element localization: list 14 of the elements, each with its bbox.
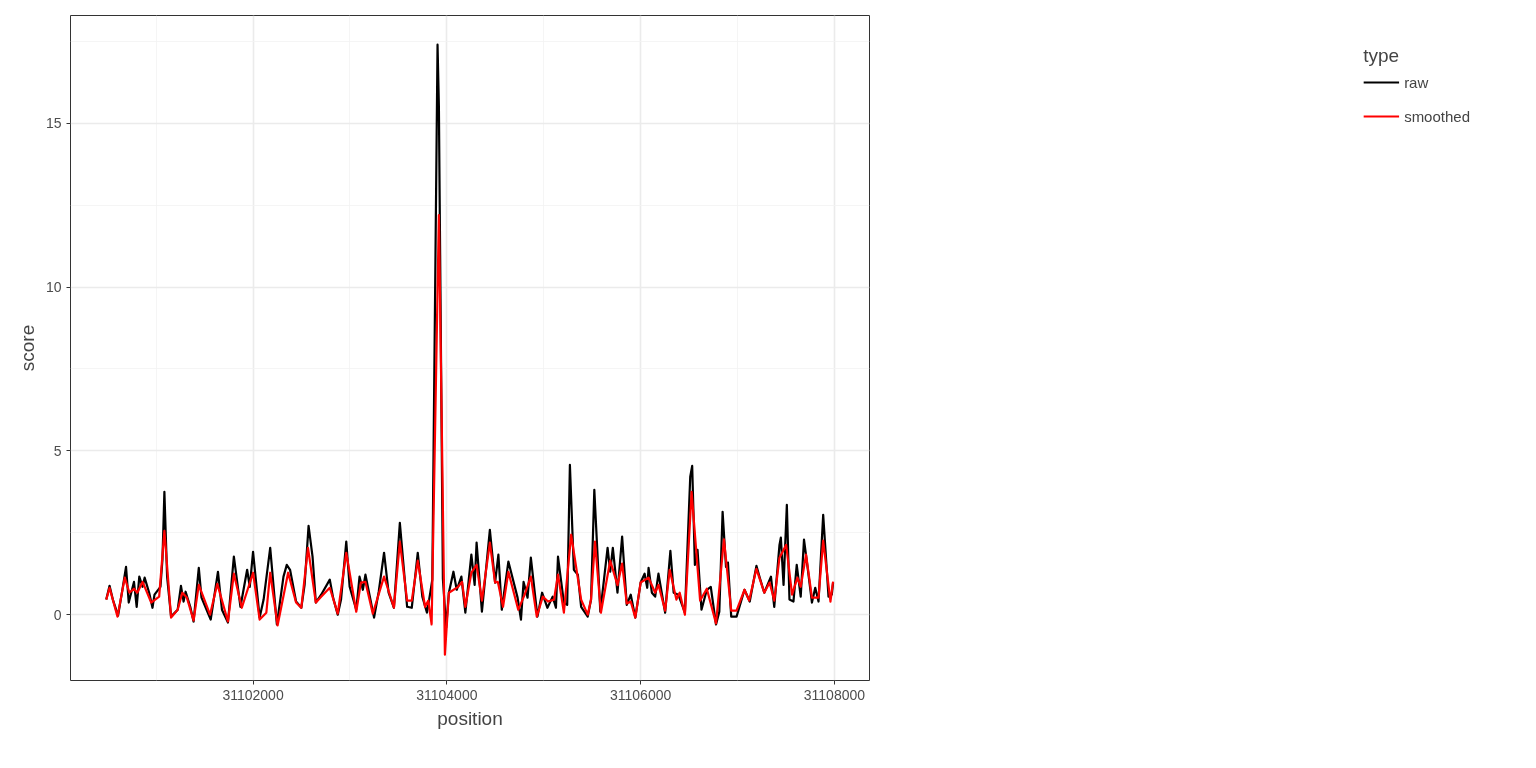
y-tick-label: 15 — [45, 115, 62, 132]
line-series — [105, 213, 835, 656]
y-tick-label: 10 — [45, 279, 62, 296]
x-tick-label: 31104000 — [416, 686, 478, 703]
y-axis-title: score — [16, 324, 38, 372]
x-tick-label: 31106000 — [610, 686, 672, 703]
y-tick-label: 0 — [53, 606, 62, 623]
x-axis-title: position — [437, 707, 503, 729]
x-tick-label: 31102000 — [222, 686, 284, 703]
legend-label: raw — [1404, 73, 1429, 91]
x-tick-label: 31108000 — [803, 686, 866, 703]
y-tick-label: 5 — [53, 442, 62, 459]
legend-label: smoothed — [1404, 107, 1470, 125]
legend-title: type — [1363, 45, 1401, 67]
